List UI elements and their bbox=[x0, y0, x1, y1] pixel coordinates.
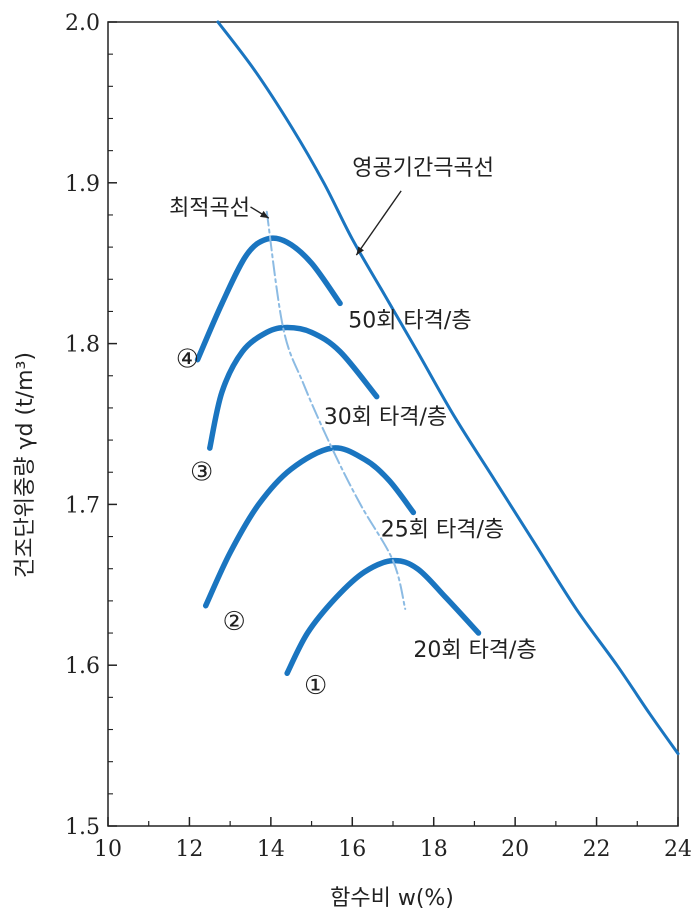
optimum-arrow-head bbox=[259, 210, 269, 219]
curve-number-marker: ① bbox=[304, 671, 327, 701]
plot-area: 10 12 14 16 18 20 22 24 1.5 1.6 1.7 1.8 1.9 2.0 50회 타격… bbox=[65, 11, 692, 862]
compaction-curve bbox=[207, 324, 380, 451]
y-axis-label: 건조단위중량 γd (t/m³) bbox=[13, 352, 38, 578]
zav-arrow-head bbox=[356, 246, 364, 256]
curve-number-marker: ② bbox=[223, 607, 246, 637]
annotation-label: 최적곡선 bbox=[169, 196, 250, 221]
x-axis-label: 함수비 w(%) bbox=[330, 886, 454, 911]
annotation-label: 30회 타격/층 bbox=[324, 405, 447, 430]
annotation-label: 20회 타격/층 bbox=[413, 638, 536, 663]
x-tick-label: 22 bbox=[583, 837, 611, 862]
y-tick-label: 1.9 bbox=[65, 172, 100, 197]
x-tick-label: 12 bbox=[175, 837, 203, 862]
optimum-line bbox=[265, 210, 407, 610]
curve-number-marker: ④ bbox=[176, 345, 199, 375]
annotation-label: 25회 타격/층 bbox=[381, 518, 504, 543]
y-tick-label: 1.6 bbox=[65, 654, 100, 679]
compaction-curve bbox=[284, 557, 482, 676]
compaction-curve bbox=[202, 445, 417, 609]
x-tick-label: 10 bbox=[94, 837, 122, 862]
x-tick-label: 14 bbox=[257, 837, 285, 862]
x-tick-label: 16 bbox=[338, 837, 366, 862]
zav-arrow bbox=[355, 190, 402, 256]
y-tick-label: 1.8 bbox=[65, 333, 100, 358]
compaction-curve bbox=[194, 235, 343, 363]
curve-number-marker: ③ bbox=[190, 457, 213, 487]
y-tick-label: 1.5 bbox=[65, 815, 100, 840]
x-tick-label: 18 bbox=[420, 837, 448, 862]
zero-air-voids-curve bbox=[216, 20, 680, 756]
x-tick-label: 24 bbox=[664, 837, 692, 862]
y-tick-label: 2.0 bbox=[65, 11, 100, 36]
x-tick-label: 20 bbox=[501, 837, 529, 862]
y-tick-label: 1.7 bbox=[65, 493, 100, 518]
annotation-label: 50회 타격/층 bbox=[348, 309, 471, 334]
annotation-label: 영공기간극곡선 bbox=[352, 156, 494, 181]
